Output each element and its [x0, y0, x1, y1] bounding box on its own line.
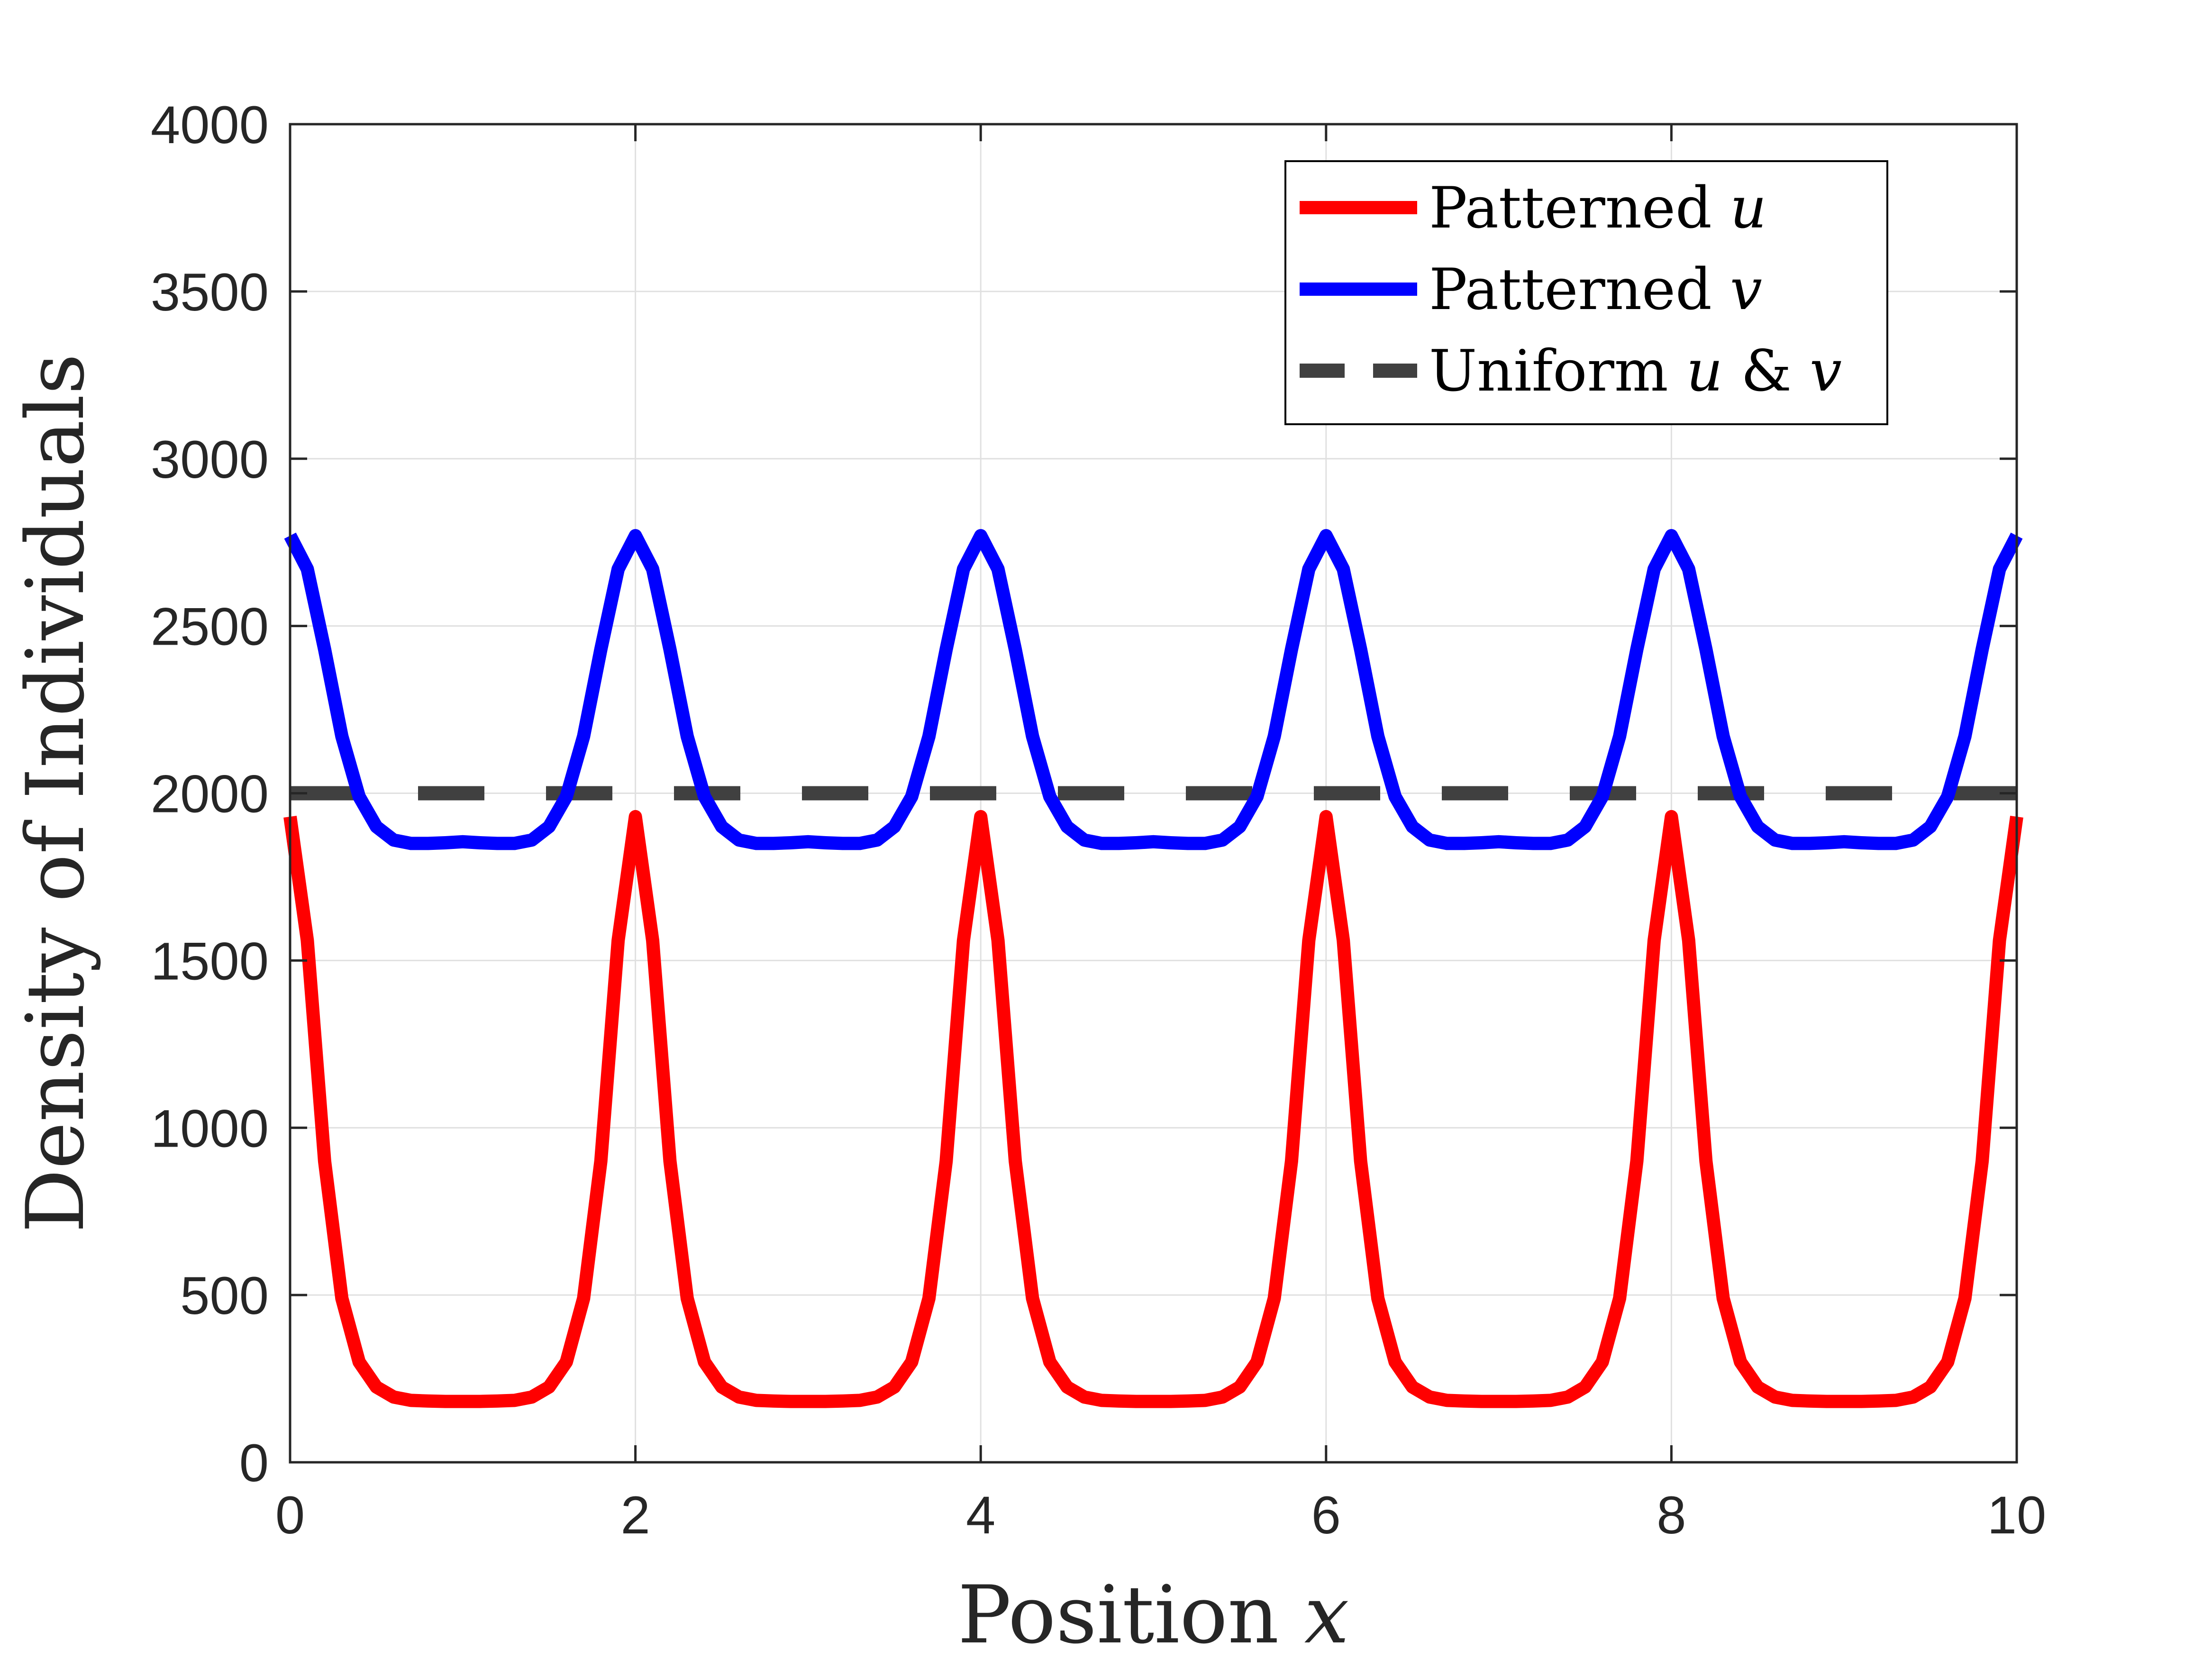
y-tick-label: 1500: [151, 931, 269, 991]
x-tick-label: 8: [1657, 1486, 1686, 1545]
legend-label-patterned-v-text: Patterned: [1429, 257, 1730, 323]
y-tick-label: 0: [239, 1433, 269, 1493]
x-tick-label: 0: [275, 1486, 305, 1545]
legend-label-uniform-math-u: u: [1686, 338, 1723, 404]
y-tick-label: 500: [180, 1266, 269, 1325]
x-axis-title-text: Position: [957, 1568, 1304, 1659]
legend-label-patterned-u-math: u: [1730, 175, 1766, 241]
legend-label-patterned-v-math: v: [1730, 257, 1762, 323]
y-tick-label: 2500: [151, 597, 269, 656]
legend-label-uniform-text: Uniform: [1429, 338, 1686, 404]
legend-label-uniform: Uniform u & v: [1429, 338, 1842, 404]
x-axis-title: Position x: [957, 1568, 1349, 1659]
series-line-patterned-u: [283, 810, 2023, 1408]
series-line-patterned-v: [284, 529, 2023, 850]
legend: Patterned u Patterned v Uniform u & v: [1284, 160, 1888, 425]
y-tick-label: 2000: [151, 765, 269, 824]
legend-label-patterned-u-text: Patterned: [1429, 175, 1730, 241]
y-tick-label: 4000: [151, 95, 269, 155]
x-tick-label: 10: [1987, 1486, 2047, 1545]
series-layer: [283, 529, 2023, 1408]
x-axis-title-math: x: [1304, 1568, 1349, 1659]
legend-label-uniform-amp: &: [1723, 338, 1810, 404]
x-tick-label: 2: [620, 1486, 650, 1545]
y-axis-title: Density of Individuals: [9, 354, 102, 1233]
y-tick-label: 3000: [151, 430, 269, 489]
legend-label-patterned-u: Patterned u: [1429, 175, 1766, 241]
y-tick-label: 3500: [151, 263, 269, 322]
legend-label-patterned-v: Patterned v: [1429, 257, 1762, 323]
legend-label-uniform-math-v: v: [1810, 338, 1842, 404]
y-tick-label: 1000: [151, 1099, 269, 1158]
tick-labels: 0 2 4 6 8 10 0 500 1000 1500 2000 2500 3000 3500 4000: [151, 95, 2046, 1545]
x-tick-label: 6: [1311, 1486, 1341, 1545]
tick-marks: [289, 123, 2018, 1464]
x-tick-label: 4: [966, 1486, 995, 1545]
